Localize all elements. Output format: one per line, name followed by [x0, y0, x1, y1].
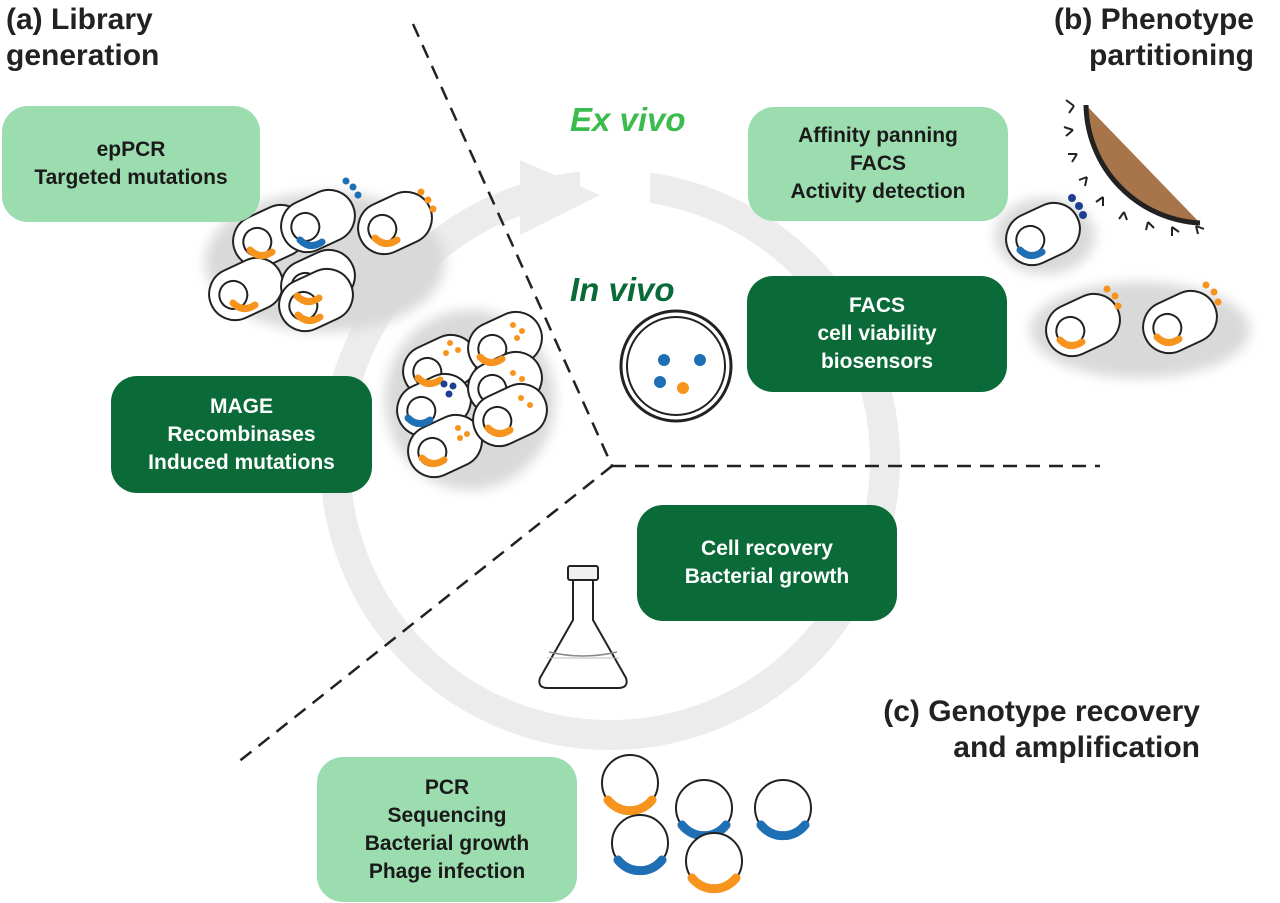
library-cells-icon	[199, 177, 445, 341]
method-item: FACS	[848, 294, 905, 317]
method-item: Targeted mutations	[34, 166, 228, 189]
method-item: Recombinases	[167, 422, 316, 446]
in-vivo-label: In vivo	[570, 271, 675, 308]
method-item: Affinity panning	[798, 124, 958, 147]
method-item: Sequencing	[387, 803, 507, 827]
method-item: Cell recovery	[701, 537, 833, 560]
method-item: cell viability	[817, 322, 937, 345]
affinity-bead-icon	[995, 99, 1205, 275]
heading-line: (a) Library	[6, 3, 153, 36]
genotype-recovery-heading: (c) Genotype recovery and amplification	[883, 694, 1200, 766]
sorted-cells-icon	[1030, 281, 1250, 378]
in-vivo-cells-icon	[385, 302, 557, 490]
erlenmeyer-flask-icon	[538, 565, 628, 689]
heading-line: and amplification	[953, 731, 1200, 764]
method-item: PCR	[424, 775, 470, 799]
method-item: FACS	[849, 152, 906, 175]
method-item: Bacterial growth	[364, 831, 530, 855]
method-item: Activity detection	[790, 180, 966, 203]
method-item: MAGE	[210, 394, 273, 418]
heading-line: partitioning	[1089, 39, 1254, 72]
library-generation-heading: (a) Library generation	[6, 2, 159, 74]
plasmid-icons	[601, 754, 812, 894]
method-item: Phage infection	[368, 859, 526, 883]
heading-line: (b) Phenotype	[1054, 3, 1254, 36]
recovery-in-vivo-methods: Cell recovery Bacterial growth	[637, 505, 897, 621]
method-item: Induced mutations	[148, 450, 335, 474]
method-item: Bacterial growth	[684, 565, 850, 588]
ex-vivo-label: Ex vivo	[570, 101, 686, 138]
phenotype-in-vivo-methods: FACS cell viability biosensors	[747, 276, 1007, 392]
zone-separators	[236, 23, 1100, 764]
petri-dish-icon	[619, 309, 733, 423]
library-in-vivo-methods: MAGE Recombinases Induced mutations	[111, 376, 372, 493]
phenotype-ex-vivo-methods: Affinity panning FACS Activity detection	[748, 107, 1008, 221]
method-item: epPCR	[96, 138, 166, 161]
phenotype-partitioning-heading: (b) Phenotype partitioning	[1054, 2, 1254, 74]
heading-line: (c) Genotype recovery	[883, 695, 1200, 728]
method-item: biosensors	[820, 350, 934, 373]
library-ex-vivo-methods: epPCR Targeted mutations	[2, 106, 260, 222]
heading-line: generation	[6, 39, 160, 72]
recovery-ex-vivo-methods: PCR Sequencing Bacterial growth Phage infec…	[317, 757, 577, 902]
